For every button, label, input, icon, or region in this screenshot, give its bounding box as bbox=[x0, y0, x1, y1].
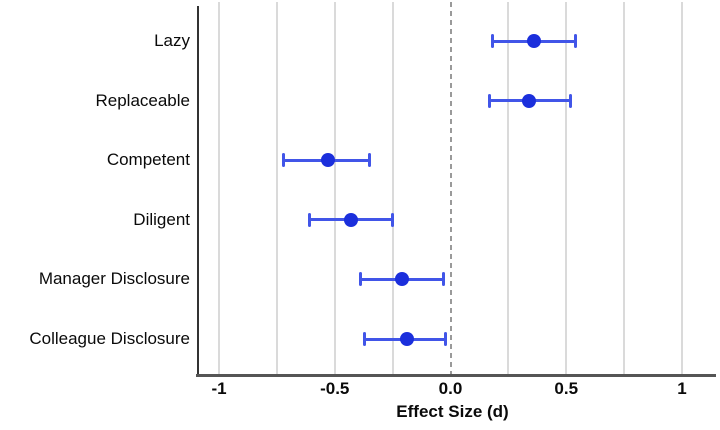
category-label: Lazy bbox=[154, 31, 190, 50]
plot-area bbox=[199, 0, 716, 374]
gridline bbox=[218, 2, 220, 374]
point-marker bbox=[526, 34, 541, 48]
point-marker bbox=[320, 153, 335, 168]
category-label: Diligent bbox=[133, 209, 190, 229]
gridline bbox=[623, 2, 626, 374]
error-bar-cap-high bbox=[442, 272, 446, 287]
gridline bbox=[391, 2, 394, 374]
gridline bbox=[681, 2, 683, 374]
error-bar-cap-high bbox=[574, 34, 577, 48]
point-marker bbox=[399, 332, 414, 346]
point-marker bbox=[394, 272, 409, 287]
error-bar-cap-high bbox=[391, 212, 395, 227]
error-bar-cap-low bbox=[307, 212, 311, 227]
x-axis-title: Effect Size (d) bbox=[396, 402, 509, 421]
zero-reference-line bbox=[449, 2, 452, 374]
category-label: Manager Disclosure bbox=[38, 269, 190, 289]
error-bar-cap-low bbox=[358, 272, 362, 287]
x-axis-line bbox=[196, 374, 716, 377]
error-bar-cap-high bbox=[367, 153, 371, 168]
error-bar-cap-low bbox=[490, 34, 494, 48]
x-tick-label: 0.5 bbox=[554, 379, 579, 398]
category-label: Competent bbox=[106, 150, 190, 170]
gridline bbox=[333, 2, 336, 374]
gridline bbox=[565, 2, 568, 374]
x-tick-label: -1 bbox=[211, 379, 227, 398]
gridline bbox=[275, 2, 278, 374]
point-marker bbox=[343, 212, 358, 227]
y-axis-line bbox=[197, 6, 199, 374]
error-bar-cap-low bbox=[363, 332, 367, 346]
error-bar-cap-low bbox=[282, 153, 286, 168]
x-tick-label: -0.5 bbox=[320, 379, 350, 398]
error-bar-cap-low bbox=[488, 93, 492, 108]
gridline bbox=[507, 2, 510, 374]
point-marker bbox=[522, 93, 537, 108]
category-label: Colleague Disclosure bbox=[29, 329, 190, 348]
category-label: Replaceable bbox=[95, 90, 190, 110]
x-tick-label: 1 bbox=[677, 379, 687, 398]
error-bar-cap-high bbox=[569, 93, 573, 108]
x-tick-label: 0.0 bbox=[438, 379, 463, 398]
error-bar-cap-high bbox=[444, 332, 448, 346]
